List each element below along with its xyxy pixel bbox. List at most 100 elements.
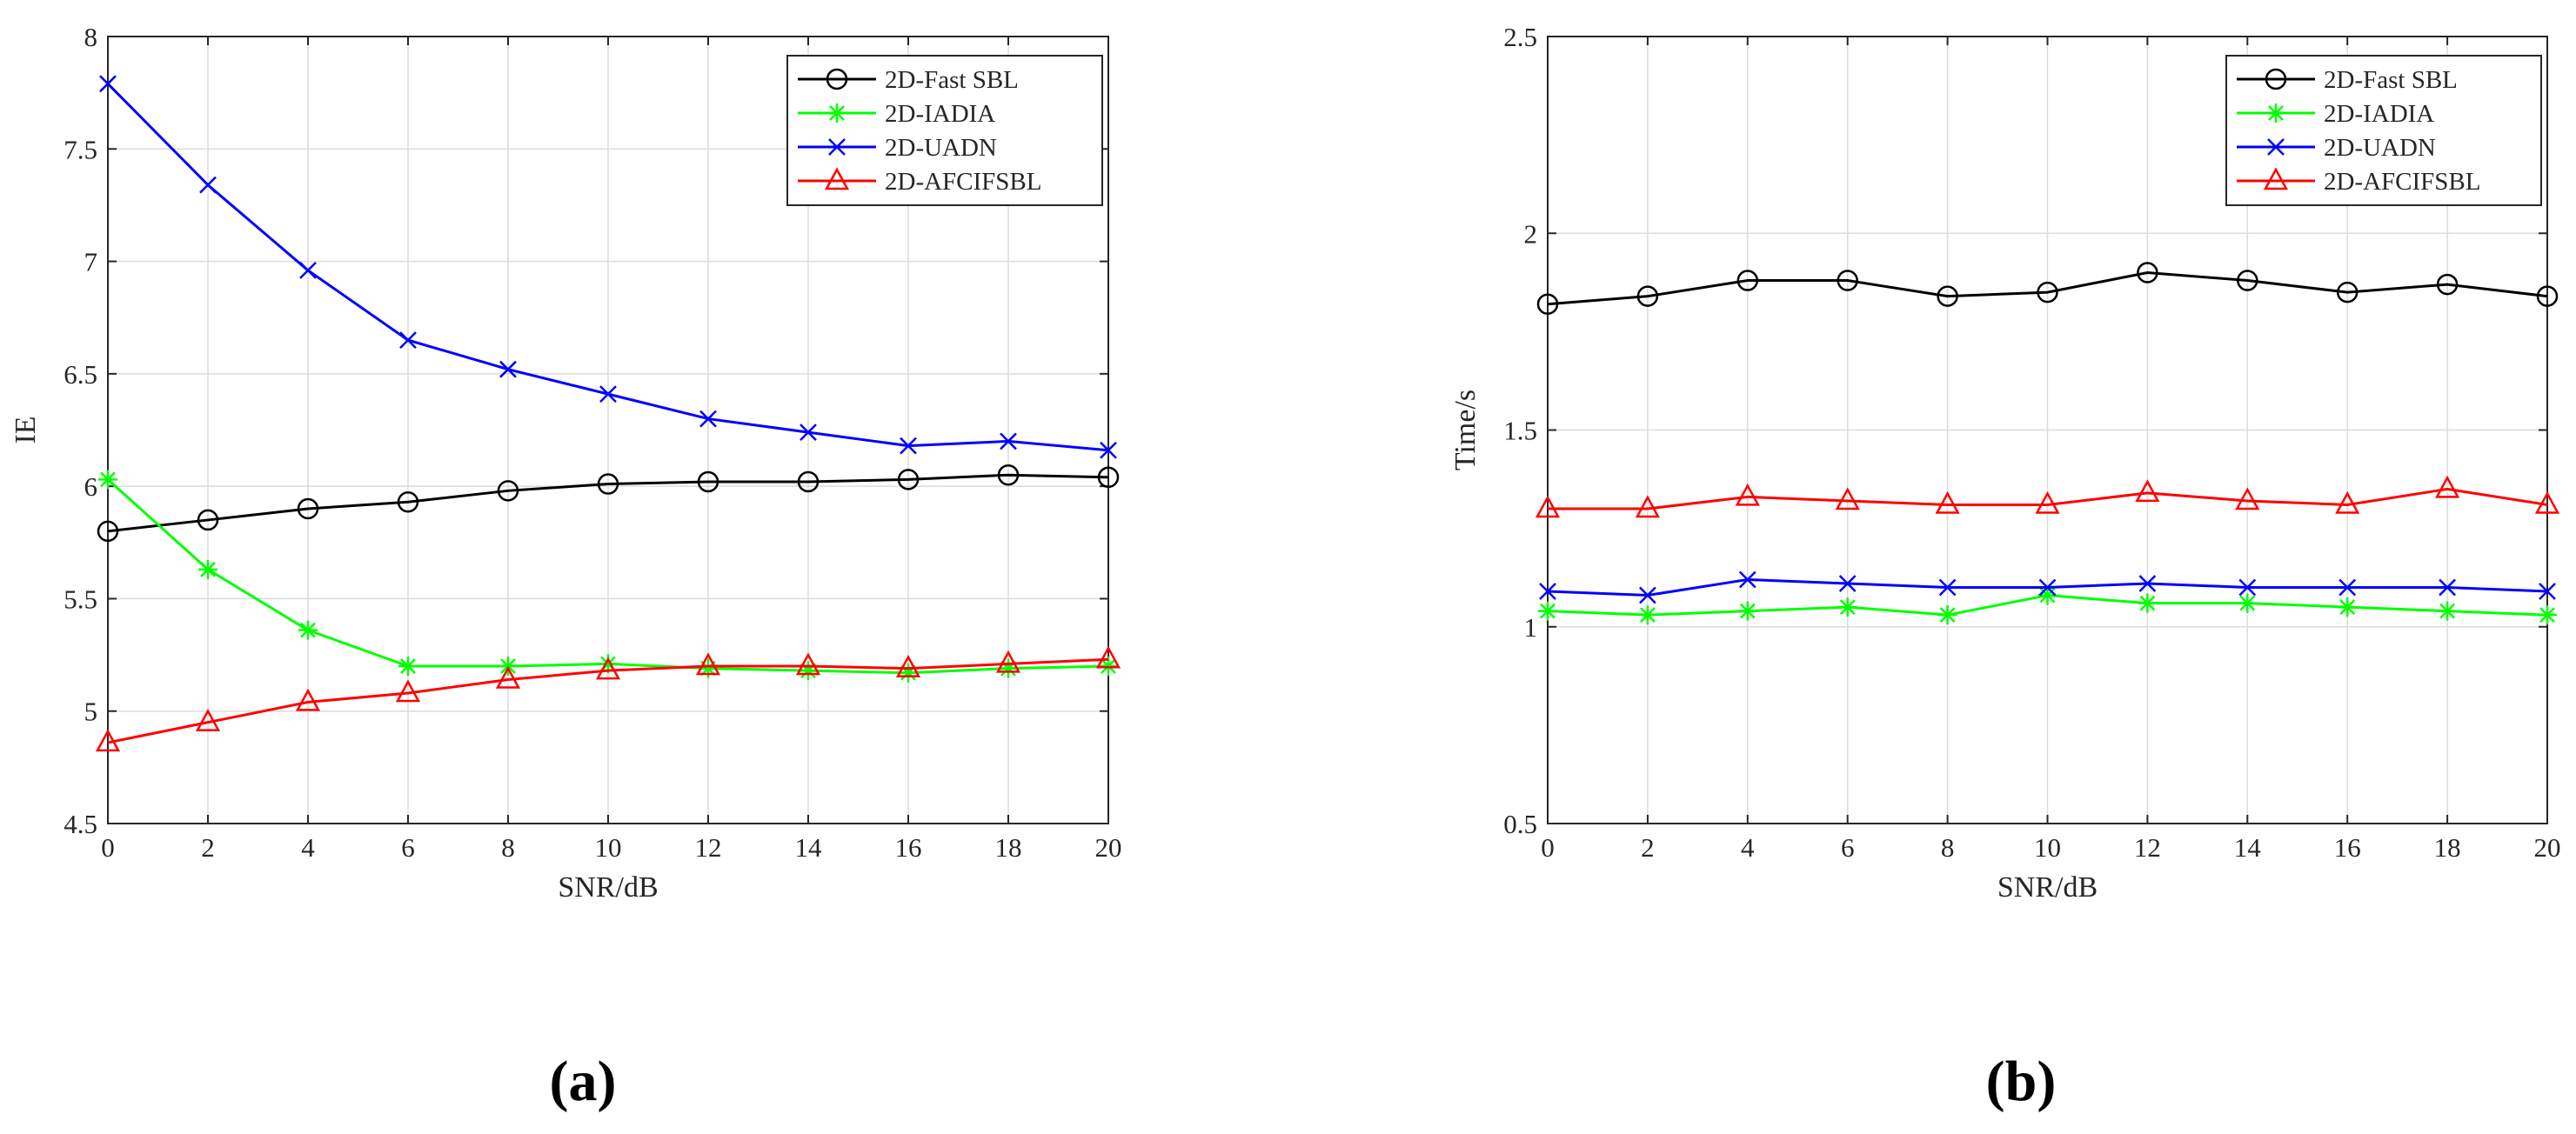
x-tick-label: 12 — [2134, 832, 2161, 863]
x-axis-label: SNR/dB — [1997, 871, 2098, 904]
data-point — [595, 657, 621, 680]
y-tick-label: 0.5 — [1503, 809, 1537, 839]
data-point — [997, 464, 1020, 486]
data-point — [2037, 281, 2058, 304]
data-point — [597, 473, 619, 495]
axes-frame — [107, 36, 1109, 824]
legend-marker — [826, 68, 848, 90]
data-point — [1637, 605, 1657, 625]
data-point — [599, 654, 618, 674]
y-tick-label: 6.5 — [64, 359, 97, 390]
x-tick-label: 0 — [101, 832, 115, 863]
series-2d-iadia — [1538, 585, 2557, 625]
data-point — [1937, 285, 1958, 307]
data-point — [995, 650, 1021, 673]
data-point — [799, 661, 818, 681]
data-point — [797, 470, 820, 493]
series-line — [107, 657, 1109, 744]
data-point — [395, 679, 421, 703]
x-tick-label: 18 — [2434, 832, 2461, 863]
data-point — [499, 360, 517, 378]
legend-label: 2D-Fast SBL — [885, 66, 1019, 94]
legend-label: 2D-AFCIFSBL — [2324, 168, 2481, 196]
data-point — [1095, 645, 1121, 669]
legend-marker — [2263, 167, 2289, 190]
data-point — [1735, 483, 1760, 506]
data-point — [2137, 262, 2158, 284]
data-point — [1835, 487, 1860, 510]
data-point — [298, 620, 318, 640]
legend-label: 2D-IADIA — [2324, 100, 2434, 128]
legend-marker — [2267, 138, 2285, 156]
legend-label: 2D-AFCIFSBL — [885, 168, 1042, 196]
data-point — [1100, 441, 1117, 459]
data-point — [2135, 479, 2160, 503]
x-tick-label: 14 — [795, 832, 823, 863]
panel-a-chart: 0 2 4 6 8 10 12 14 16 18 20 4.5 5 5.5 6 6.5 7 7.5 8 SNR/dB I… — [10, 22, 1122, 1113]
panel-b-chart: 0 2 4 6 8 10 12 14 16 18 20 0.5 1 1.5 2 2.5 SNR/dB Time/s… — [1449, 22, 2561, 1113]
data-point — [699, 658, 718, 678]
data-point — [2538, 605, 2557, 625]
data-point — [495, 665, 521, 689]
legend: 2D-Fast SBL 2D-IADIA 2D-UADN 2D-AFCIFSBL — [2225, 55, 2542, 206]
data-point — [2238, 578, 2257, 597]
series-line — [1547, 270, 2548, 306]
data-point — [1636, 285, 1659, 307]
data-point — [2338, 578, 2357, 597]
x-tick-label: 2 — [201, 832, 215, 863]
data-point — [2038, 578, 2057, 597]
y-tick-label: 4.5 — [64, 809, 97, 839]
y-tick-label: 6 — [84, 471, 98, 502]
data-point — [398, 657, 418, 676]
data-point — [1937, 605, 1957, 625]
data-point — [1935, 490, 1960, 514]
data-point — [1938, 578, 1957, 597]
data-point — [97, 520, 119, 543]
data-point — [99, 75, 117, 93]
data-point — [297, 497, 319, 520]
x-tick-label: 16 — [2334, 832, 2361, 863]
data-point — [2037, 585, 2057, 605]
data-point — [2338, 597, 2358, 617]
series-2d-uadn — [99, 75, 1117, 459]
series-line — [1548, 487, 2548, 510]
y-tick-label: 2 — [1524, 218, 1538, 249]
data-point — [1536, 293, 1559, 315]
data-point — [899, 663, 918, 683]
data-point — [2534, 490, 2560, 514]
data-point — [1635, 495, 1661, 518]
data-point — [895, 654, 921, 677]
y-axis-label: Time/s — [1449, 390, 1482, 470]
data-point — [697, 470, 719, 493]
data-point — [2235, 487, 2260, 510]
y-tick-label: 1 — [1524, 612, 1538, 643]
legend-label: 2D-Fast SBL — [2324, 66, 2458, 94]
data-point — [1738, 570, 1756, 589]
x-tick-label: 14 — [2234, 832, 2262, 863]
x-tick-label: 10 — [2034, 832, 2061, 863]
data-point — [1736, 270, 1759, 291]
x-tick-label: 2 — [1641, 832, 1655, 863]
y-axis-label: IE — [10, 416, 42, 444]
axes-frame — [1547, 36, 2548, 824]
data-point — [2138, 575, 2157, 592]
legend-marker — [824, 167, 850, 190]
data-point — [2237, 270, 2258, 291]
x-tick-label: 4 — [1741, 832, 1755, 863]
series-2d-afcifsbl — [1535, 475, 2560, 518]
y-tick-label: 5.5 — [64, 584, 97, 614]
data-point — [800, 424, 817, 441]
y-tick-label: 2.5 — [1503, 22, 1537, 52]
panel-caption: (b) — [1986, 1050, 2057, 1113]
data-point — [2336, 281, 2359, 304]
data-point — [599, 385, 617, 404]
y-tick-label: 5 — [84, 697, 98, 727]
data-point — [1097, 466, 1120, 489]
data-point — [2438, 601, 2458, 621]
data-point — [897, 469, 920, 490]
series-2d-uadn — [1539, 570, 2556, 604]
data-point — [198, 559, 217, 579]
x-tick-label: 18 — [995, 832, 1022, 863]
data-point — [95, 729, 121, 752]
x-tick-label: 8 — [501, 832, 515, 863]
